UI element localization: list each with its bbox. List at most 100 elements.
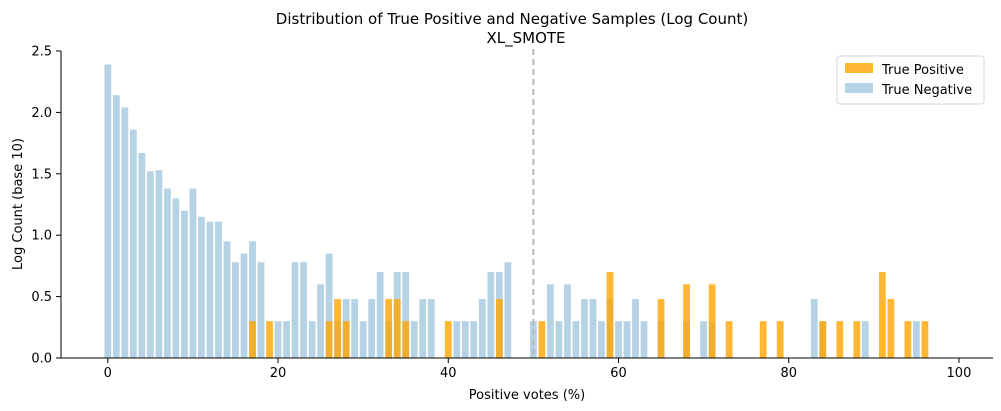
legend-frame: [836, 55, 985, 105]
true-negative-bar: [146, 171, 154, 358]
true-negative-bar: [861, 321, 869, 358]
true-negative-bar: [300, 262, 307, 358]
true-positive-bar: [878, 272, 886, 358]
true-positive-bar: [538, 321, 546, 358]
legend-swatch-true-negative: [845, 83, 873, 93]
true-positive-bar: [708, 284, 716, 358]
true-positive-bar: [385, 299, 393, 358]
true-negative-bar: [589, 299, 597, 358]
true-negative-bars: [104, 64, 920, 359]
x-axis-label: Positive votes (%): [469, 388, 585, 403]
true-negative-bar: [351, 299, 359, 358]
true-negative-bar: [640, 321, 648, 358]
true-negative-bar: [376, 272, 384, 358]
true-negative-bar: [487, 272, 495, 358]
true-negative-bar: [206, 221, 214, 358]
true-negative-bar: [912, 321, 920, 358]
true-negative-bar: [274, 321, 282, 358]
legend-label-true-positive: True Positive: [881, 63, 964, 78]
true-positive-bar: [776, 321, 784, 358]
true-negative-bar: [368, 299, 376, 358]
true-negative-bar: [615, 321, 622, 358]
true-negative-bar: [555, 321, 563, 358]
x-tick-label: 60: [610, 366, 627, 381]
true-negative-bar: [163, 188, 171, 358]
true-negative-bar: [478, 299, 486, 358]
x-tick-label: 20: [270, 366, 287, 381]
y-tick-label: 0.5: [31, 290, 52, 305]
true-negative-bar: [623, 321, 631, 358]
true-positive-bar: [393, 299, 401, 358]
true-positive-bar: [904, 321, 912, 358]
true-positive-bar: [266, 321, 273, 358]
legend-label-true-negative: True Negative: [881, 83, 972, 98]
x-tick-label: 40: [440, 366, 457, 381]
true-negative-bar: [317, 284, 324, 358]
x-axis-ticks: 0 20 40 60 80 100: [104, 358, 972, 381]
true-negative-bar: [283, 321, 290, 358]
true-positive-bar: [853, 321, 861, 358]
x-tick-label: 100: [947, 366, 972, 381]
x-tick-label: 80: [780, 366, 797, 381]
true-negative-bar: [104, 64, 112, 358]
legend-swatch-true-positive: [845, 63, 873, 73]
true-negative-bar: [138, 152, 146, 358]
y-tick-label: 1.0: [31, 229, 52, 244]
true-negative-bar: [232, 262, 239, 358]
true-negative-bar: [427, 299, 435, 358]
true-negative-bar: [572, 321, 580, 358]
y-tick-label: 1.5: [31, 167, 52, 182]
true-negative-bar: [810, 299, 818, 358]
true-negative-bar: [121, 107, 129, 359]
true-negative-bar: [598, 321, 605, 358]
true-positive-bar: [606, 272, 614, 358]
legend: True Positive True Negative: [836, 55, 985, 105]
true-negative-bar: [700, 321, 708, 358]
true-negative-bar: [189, 188, 197, 358]
true-negative-bar: [581, 299, 588, 358]
true-negative-bar: [325, 253, 333, 358]
true-positive-bar: [921, 321, 929, 358]
true-positive-bar: [402, 321, 410, 358]
chart-subtitle: XL_SMOTE: [486, 29, 565, 48]
true-positive-bar: [334, 299, 342, 358]
true-positive-bars: [249, 272, 929, 358]
x-tick-label: 0: [104, 366, 112, 381]
true-positive-bar: [887, 299, 895, 358]
true-negative-bar: [249, 241, 256, 358]
true-positive-bar: [725, 321, 733, 358]
y-axis-ticks: 0.0 0.5 1.0 1.5 2.0 2.5: [31, 45, 61, 367]
true-positive-bar: [325, 321, 333, 358]
true-negative-bar: [308, 321, 316, 358]
true-negative-bar: [129, 129, 137, 358]
true-negative-bar: [632, 299, 639, 358]
true-negative-bar: [461, 321, 469, 358]
true-negative-bar: [470, 321, 478, 358]
true-positive-bar: [759, 321, 767, 358]
true-negative-bar: [155, 170, 163, 358]
y-tick-label: 2.5: [31, 45, 52, 60]
true-positive-bar: [444, 321, 452, 358]
true-negative-bar: [215, 221, 222, 358]
true-negative-bar: [547, 284, 554, 358]
true-negative-bar: [453, 321, 461, 358]
true-negative-bar: [112, 95, 120, 359]
true-positive-bar: [249, 321, 256, 358]
true-negative-bar: [172, 198, 180, 358]
true-negative-bar: [257, 262, 265, 358]
true-negative-bar: [198, 216, 205, 358]
true-positive-bar: [342, 321, 350, 358]
true-negative-bar: [402, 272, 410, 358]
true-positive-bar: [495, 299, 503, 358]
true-positive-bar: [657, 299, 665, 358]
true-negative-bar: [504, 262, 512, 358]
true-negative-bar: [359, 321, 367, 358]
true-negative-bar: [240, 253, 248, 358]
true-negative-bar: [564, 284, 571, 358]
true-negative-bar: [291, 262, 299, 358]
true-negative-bar: [419, 299, 427, 358]
true-positive-bar: [819, 321, 827, 358]
y-axis-label: Log Count (base 10): [11, 138, 26, 270]
true-positive-bar: [683, 284, 690, 358]
